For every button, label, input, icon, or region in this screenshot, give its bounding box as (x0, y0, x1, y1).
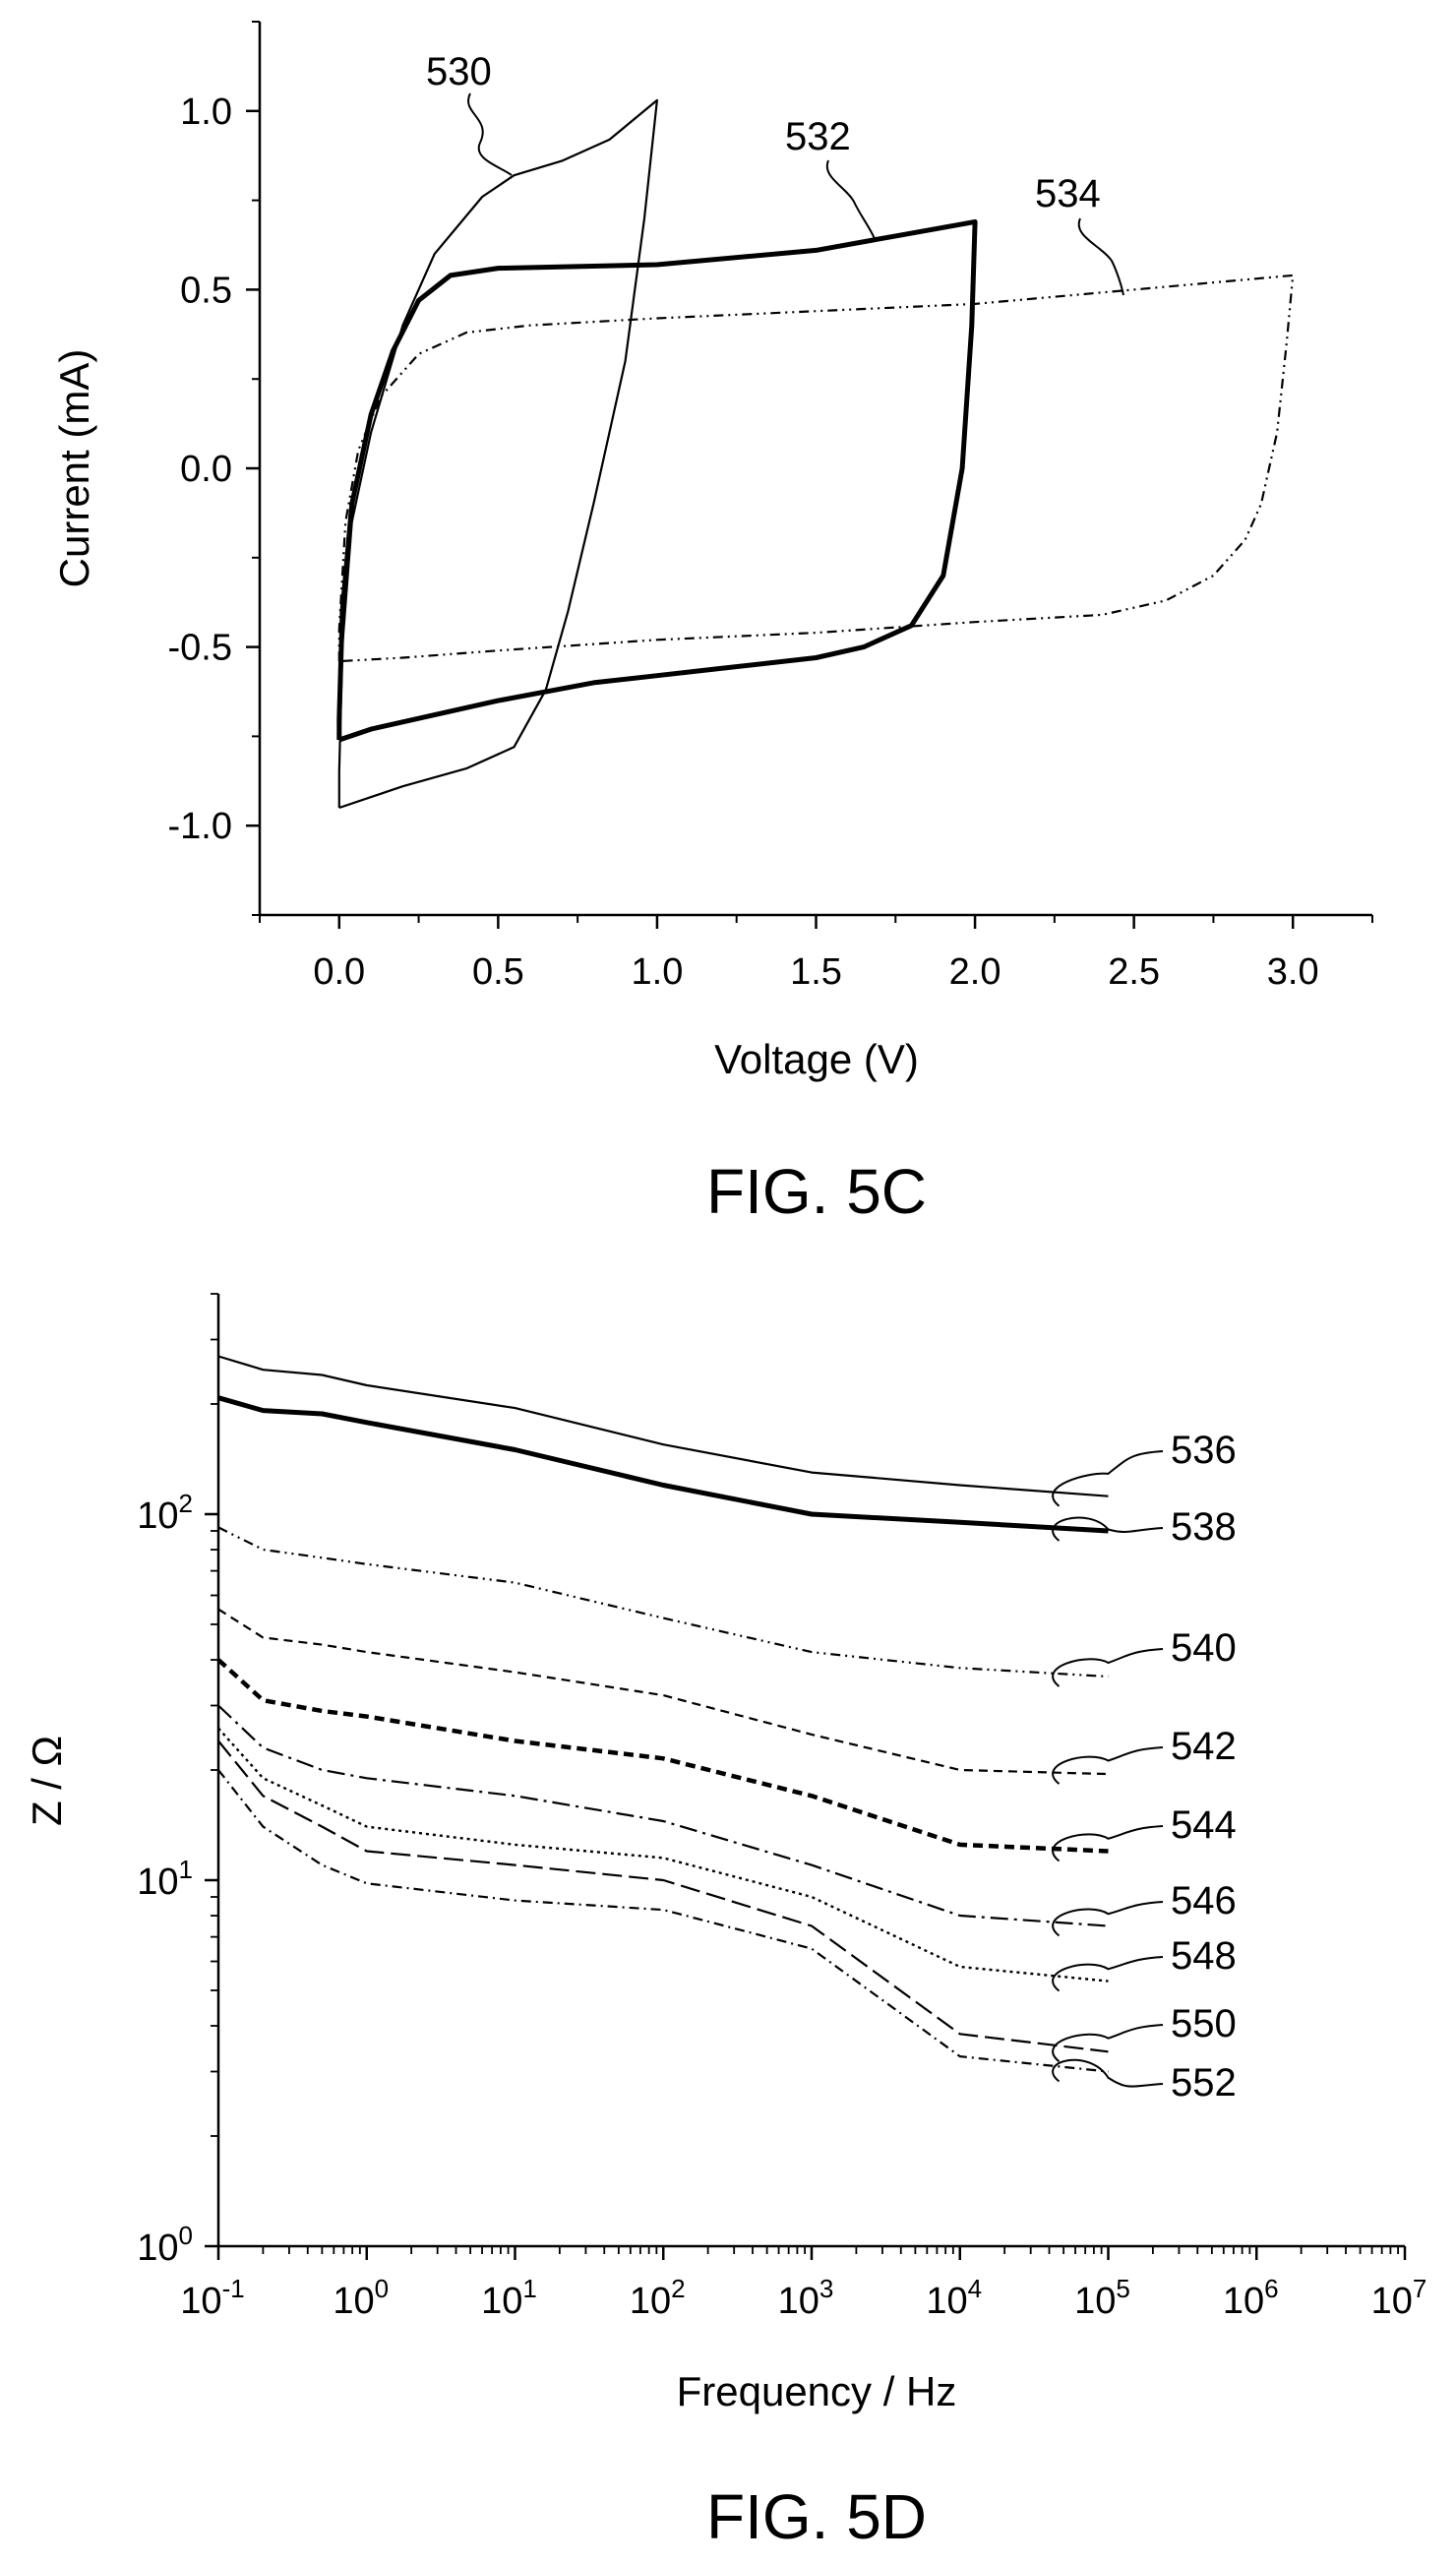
z-y-tick-label: 100 (137, 2221, 193, 2269)
z-curve-548 (217, 1727, 1109, 1983)
cv-y-tick-label: -1.0 (168, 806, 232, 847)
z-curves (216, 1355, 1109, 2073)
z-leader-544 (1052, 1825, 1164, 1862)
cv-x-axis-title: Voltage (V) (714, 1036, 919, 1082)
callout-534: 534 (1035, 172, 1101, 215)
z-callouts: 536 538 540 542 544 546 548 550 552 (1052, 1429, 1237, 2105)
z-x-tick-label: 100 (333, 2274, 389, 2322)
z-callout-548: 548 (1171, 1934, 1237, 1978)
callout-532: 532 (785, 115, 851, 158)
cv-ticks: 0.0 0.5 1.0 1.5 2.0 2.5 3.0 -1.0 -0.5 0.0 0.5 1.0 (168, 21, 1373, 993)
cv-y-tick-label: 1.0 (180, 92, 232, 133)
cv-y-tick-label: -0.5 (168, 628, 232, 669)
z-leader-552 (1052, 2058, 1164, 2088)
z-x-tick-label: 105 (1074, 2274, 1130, 2322)
cv-x-tick-label: 1.0 (632, 951, 684, 993)
z-y-axis-title: Z / Ω (24, 1736, 70, 1826)
z-leader-538 (1052, 1516, 1164, 1542)
z-x-tick-label: 103 (778, 2274, 834, 2322)
z-y-tick-label: 101 (137, 1855, 193, 1903)
z-curve-540 (217, 1526, 1109, 1678)
cv-curve-530 (337, 98, 658, 810)
cv-x-tick-label: 1.5 (790, 951, 842, 993)
z-callout-544: 544 (1171, 1803, 1237, 1847)
z-curve-536 (217, 1355, 1109, 1497)
z-ticks: 10-1 100 101 102 103 104 105 106 107 100 101 102 (137, 1293, 1427, 2322)
cv-y-axis-title: Current (mA) (51, 349, 97, 588)
z-leader-550 (1052, 2024, 1164, 2063)
cv-curve-534 (337, 274, 1295, 663)
z-x-axis-title: Frequency / Hz (677, 2368, 957, 2414)
z-curve-542 (217, 1608, 1109, 1776)
leader-532 (825, 159, 877, 242)
z-leader-548 (1052, 1956, 1164, 1992)
cv-x-tick-label: 0.5 (472, 951, 524, 993)
cv-y-tick-label: 0.0 (180, 449, 232, 490)
z-curve-538 (217, 1395, 1109, 1534)
fig-5c-caption: FIG. 5C (706, 1156, 927, 1227)
cv-x-tick-label: 0.0 (313, 951, 365, 993)
z-callout-546: 546 (1171, 1879, 1237, 1922)
z-leader-546 (1052, 1901, 1164, 1937)
cv-curve-532 (336, 218, 978, 743)
z-curve-550 (217, 1739, 1109, 2053)
cv-y-tick-label: 0.5 (180, 270, 232, 311)
leader-534 (1077, 217, 1124, 296)
cv-curves (336, 98, 1295, 810)
z-curve-552 (217, 1769, 1109, 2073)
z-callout-542: 542 (1171, 1725, 1237, 1768)
z-curve-544 (216, 1658, 1109, 1854)
z-x-tick-label: 106 (1223, 2274, 1279, 2322)
cv-x-tick-label: 3.0 (1267, 951, 1319, 993)
z-x-tick-label: 107 (1371, 2274, 1427, 2322)
z-leader-540 (1052, 1648, 1164, 1687)
impedance-chart: 10-1 100 101 102 103 104 105 106 107 100 101 102 Fr… (24, 1293, 1427, 2552)
z-x-tick-label: 102 (630, 2274, 686, 2322)
z-callout-538: 538 (1171, 1505, 1237, 1549)
cv-x-tick-label: 2.5 (1108, 951, 1160, 993)
z-leader-536 (1052, 1450, 1164, 1507)
callout-530: 530 (426, 50, 492, 93)
z-callout-552: 552 (1171, 2061, 1237, 2105)
z-x-tick-label: 10-1 (180, 2274, 244, 2322)
z-callout-536: 536 (1171, 1429, 1237, 1472)
z-callout-550: 550 (1171, 2002, 1237, 2045)
leader-530 (467, 92, 513, 176)
fig-5d-caption: FIG. 5D (706, 2481, 927, 2552)
z-leader-542 (1052, 1746, 1164, 1785)
cv-chart: 0.0 0.5 1.0 1.5 2.0 2.5 3.0 -1.0 -0.5 0.0 0.5 1.0 V… (51, 21, 1373, 1227)
z-curve-546 (217, 1704, 1109, 1927)
z-x-tick-label: 101 (481, 2274, 537, 2322)
z-x-tick-label: 104 (926, 2274, 982, 2322)
z-callout-540: 540 (1171, 1626, 1237, 1670)
cv-x-tick-label: 2.0 (949, 951, 1001, 993)
z-y-tick-label: 102 (137, 1489, 193, 1537)
